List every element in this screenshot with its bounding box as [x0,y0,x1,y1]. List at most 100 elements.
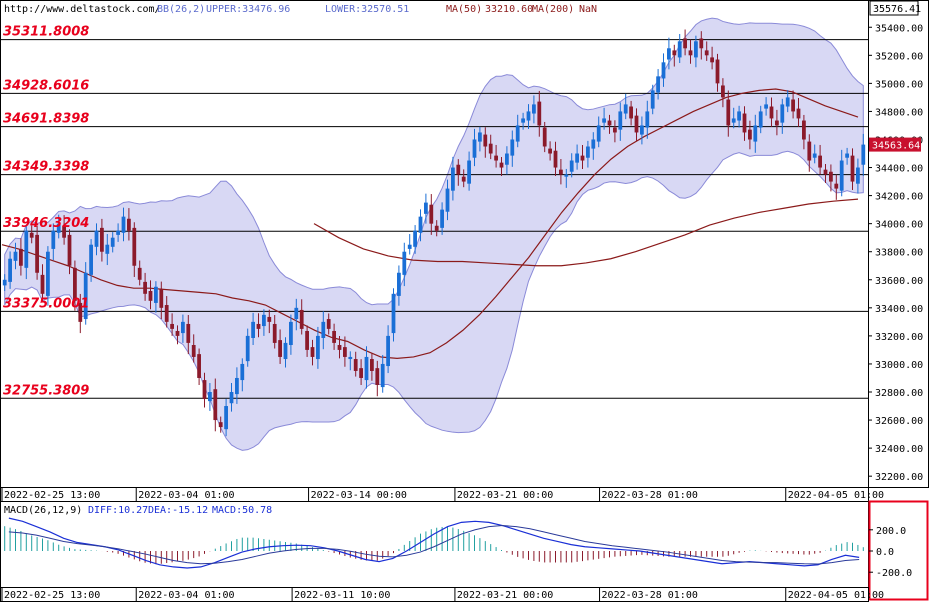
price-tick-label: 34800.00 [875,107,923,118]
candle-body [332,330,336,343]
price-tick-label: 33200.00 [875,332,923,343]
candle [650,84,655,115]
candle [83,262,88,325]
candle [137,260,142,286]
candle-body [229,392,234,404]
candle-body [618,111,623,130]
candle-body [186,323,191,343]
candle-body [2,279,7,286]
candle-body [370,359,374,371]
level-label: 32755.3809 [3,383,89,398]
candle-body [278,340,282,357]
candle-body [461,176,466,182]
level-label: 35311.8008 [3,25,89,40]
candle [748,120,752,150]
level-labels: 35311.8008 34928.6016 34691.8398 34349.3398… [3,25,89,399]
candle [73,260,77,311]
candle-body [78,302,83,322]
candle [780,98,785,134]
candle [515,114,520,148]
candle-body [688,50,693,56]
candle-body [256,323,261,329]
level-label: 33375.0001 [3,296,89,311]
candle-body [650,90,655,109]
candle [186,314,191,355]
candle-body [418,216,423,233]
candle-body [321,321,326,338]
candle [731,107,736,129]
candle-body [386,335,390,367]
candle [580,144,585,169]
source-url[interactable]: http://www.deltastock.com/ [4,4,161,15]
candle [613,120,617,143]
candle [753,114,758,153]
candle [526,104,531,129]
candle [586,140,590,168]
ma200-value: NaN [579,4,597,15]
candle [110,232,115,253]
candle [829,164,833,192]
candle [218,416,223,433]
candle [181,314,185,343]
candle [278,329,282,364]
candle [283,337,288,368]
candle [121,207,126,242]
candle [802,114,806,150]
candle-body [683,38,687,49]
candle-body [694,41,698,58]
candle-body [623,104,628,114]
candle-body [380,363,385,388]
candle [251,312,255,346]
candle-body [391,293,396,334]
candle-body [591,139,596,149]
candle-body [83,272,88,320]
candle-body [100,227,104,252]
price-tick-label: 32600.00 [875,416,923,427]
top-readout: 35576.41 [873,4,921,15]
candle [461,169,466,188]
candle [715,53,720,92]
candle-body [575,153,579,163]
candle [343,336,347,367]
candle-body [434,225,439,231]
candle-body [148,290,153,301]
candle [337,336,342,359]
candle [235,367,239,404]
candle [89,239,93,282]
candle-body [456,164,461,175]
candle [807,134,812,172]
candle [505,146,509,175]
level-label: 34928.6016 [3,78,89,93]
candle [348,351,353,371]
candle-body [785,97,790,107]
candle-body [218,422,223,428]
candle [710,46,714,70]
candle-body [850,155,855,182]
candle-body [40,274,45,294]
candle-body [753,125,758,142]
candle [359,359,363,385]
macd-time-label: 2022-04-05 01:00 [788,590,884,601]
candle [245,328,250,367]
candle [542,121,547,153]
candle [456,159,461,186]
candle-body [505,153,509,165]
macd-diff-line [8,517,860,569]
candle-body [629,106,633,119]
level-label: 33946.3204 [3,216,89,231]
candle [100,218,104,262]
candle-body [424,202,428,214]
candle-body [715,59,720,84]
candle-body [726,99,731,126]
candle [413,225,417,254]
candle-body [294,307,299,320]
candle [634,108,639,141]
price-tick-label: 34400.00 [875,164,923,175]
candle-body [224,406,228,430]
candle [397,265,401,306]
candle-body [569,160,574,172]
candle-body [856,167,860,184]
price-tick-label: 33600.00 [875,276,923,287]
candle-body [796,108,801,119]
candle-body [73,267,77,301]
